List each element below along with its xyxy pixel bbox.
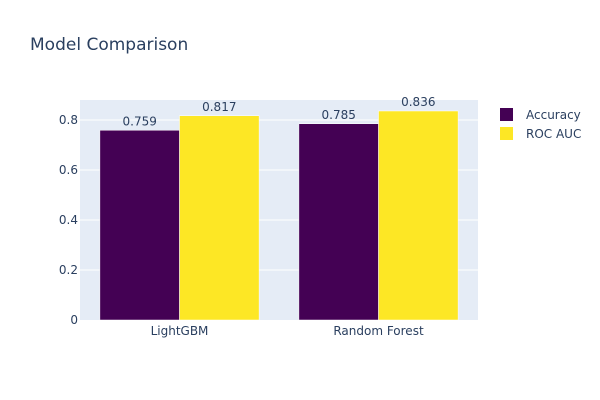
x-axis: LightGBM Random Forest [151, 324, 424, 338]
data-labels: 0.759 0.817 0.785 0.836 [123, 95, 436, 128]
legend-label: ROC AUC [526, 127, 581, 141]
legend-swatch [500, 108, 513, 121]
bar-value-label: 0.759 [123, 114, 157, 128]
y-tick-label: 0.2 [59, 263, 78, 277]
chart-title: Model Comparison [30, 35, 188, 55]
bars [99, 110, 459, 321]
bar-accuracy-random-forest [298, 123, 379, 321]
x-tick-label: LightGBM [151, 324, 209, 338]
bar-roc-auc-random-forest [378, 110, 459, 321]
legend-swatch [500, 127, 513, 140]
legend-label: Accuracy [526, 108, 581, 122]
bar-value-label: 0.836 [401, 95, 435, 109]
y-tick-label: 0.8 [59, 113, 78, 127]
bar-value-label: 0.785 [322, 108, 356, 122]
y-tick-label: 0 [70, 313, 78, 327]
y-axis: 0 0.2 0.4 0.6 0.8 [59, 113, 78, 327]
y-tick-label: 0.4 [59, 213, 78, 227]
bar-accuracy-lightgbm [99, 130, 180, 321]
bar-roc-auc-lightgbm [179, 115, 260, 321]
legend: Accuracy ROC AUC [500, 108, 581, 141]
y-tick-label: 0.6 [59, 163, 78, 177]
bar-value-label: 0.817 [202, 100, 236, 114]
x-tick-label: Random Forest [333, 324, 424, 338]
